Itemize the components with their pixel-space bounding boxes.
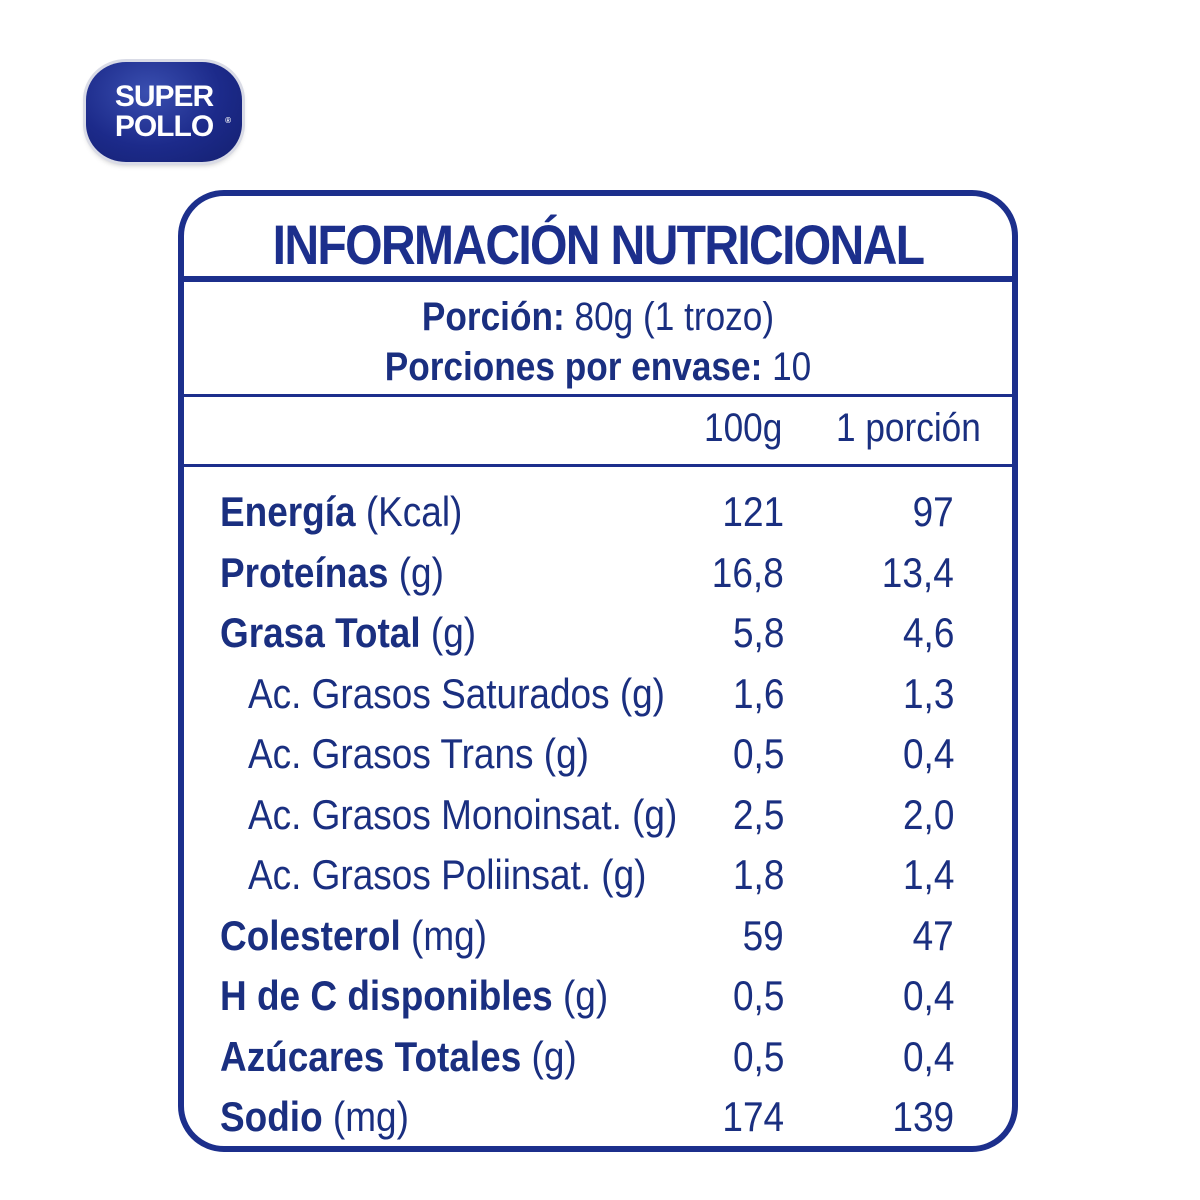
nutrient-row: Ac. Grasos Saturados (g) 1,6 1,3 xyxy=(220,664,1012,724)
serving-size: Porción: 80g (1 trozo) xyxy=(421,295,775,339)
value-portion: 0,4 xyxy=(902,730,954,777)
divider-thick xyxy=(184,276,1012,282)
nutrient-row: H de C disponibles (g) 0,5 0,4 xyxy=(220,966,1012,1026)
logo-line1: SUPER xyxy=(114,80,214,113)
value-100g: 5,8 xyxy=(732,609,784,656)
serving-info: Porción: 80g (1 trozo) Porciones por env… xyxy=(234,292,963,392)
nutrient-label: Proteínas (g) xyxy=(220,548,444,596)
nutrient-row: Ac. Grasos Monoinsat. (g) 2,5 2,0 xyxy=(220,785,1012,845)
value-100g: 121 xyxy=(722,488,784,535)
nutrient-label: Ac. Grasos Trans (g) xyxy=(248,730,589,777)
nutrient-label: Ac. Grasos Poliinsat. (g) xyxy=(248,851,647,898)
nutrient-row: Energía (Kcal) 121 97 xyxy=(220,482,1012,542)
value-100g: 174 xyxy=(722,1093,784,1140)
nutrient-label: Energía (Kcal) xyxy=(220,488,463,535)
value-portion: 2,0 xyxy=(902,790,954,838)
divider xyxy=(184,464,1012,467)
value-portion: 0,4 xyxy=(902,972,954,1019)
panel-title: INFORMACIÓN NUTRICIONAL xyxy=(272,213,925,276)
value-100g: 59 xyxy=(742,911,784,959)
registered-mark: ® xyxy=(225,116,231,125)
nutrient-row: Azúcares Totales (g) 0,5 0,4 xyxy=(220,1027,1012,1087)
nutrient-row: Colesterol (mg) 59 47 xyxy=(220,906,1012,966)
column-header-portion: 1 porción xyxy=(836,406,981,450)
value-portion: 1,4 xyxy=(902,851,954,898)
logo-line2: POLLO xyxy=(114,110,214,143)
nutrient-label: Grasa Total (g) xyxy=(220,609,477,656)
brand-logo: SUPER POLLO ® xyxy=(86,62,242,162)
value-portion: 139 xyxy=(892,1093,954,1140)
value-100g: 1,8 xyxy=(732,851,784,898)
nutrient-label: Colesterol (mg) xyxy=(220,911,487,959)
nutrient-row: Ac. Grasos Trans (g) 0,5 0,4 xyxy=(220,724,1012,784)
nutrient-row: Proteínas (g) 16,8 13,4 xyxy=(220,543,1012,603)
nutrient-label: H de C disponibles (g) xyxy=(220,972,609,1019)
servings-per-container: Porciones por envase: 10 xyxy=(384,345,812,389)
value-portion: 97 xyxy=(912,488,954,535)
nutrient-label: Sodio (mg) xyxy=(220,1093,409,1140)
nutrient-label: Ac. Grasos Saturados (g) xyxy=(248,669,665,717)
value-portion: 1,3 xyxy=(902,669,954,717)
value-100g: 0,5 xyxy=(732,972,784,1019)
nutrient-label: Azúcares Totales (g) xyxy=(220,1032,577,1080)
nutrition-facts-panel: INFORMACIÓN NUTRICIONAL Porción: 80g (1 … xyxy=(178,190,1018,1152)
value-portion: 4,6 xyxy=(902,609,954,656)
nutrient-row: Grasa Total (g) 5,8 4,6 xyxy=(220,603,1012,663)
value-portion: 13,4 xyxy=(882,548,954,596)
divider xyxy=(184,394,1012,397)
nutrient-row: Sodio (mg) 174 139 xyxy=(220,1087,1012,1147)
column-header-100g: 100g xyxy=(704,406,783,450)
value-100g: 0,5 xyxy=(732,730,784,777)
value-100g: 1,6 xyxy=(732,669,784,717)
nutrient-label: Ac. Grasos Monoinsat. (g) xyxy=(248,790,678,838)
nutrient-row: Ac. Grasos Poliinsat. (g) 1,8 1,4 xyxy=(220,845,1012,905)
value-100g: 16,8 xyxy=(712,548,784,596)
value-100g: 0,5 xyxy=(732,1032,784,1080)
value-portion: 0,4 xyxy=(902,1032,954,1080)
value-portion: 47 xyxy=(912,911,954,959)
value-100g: 2,5 xyxy=(732,790,784,838)
